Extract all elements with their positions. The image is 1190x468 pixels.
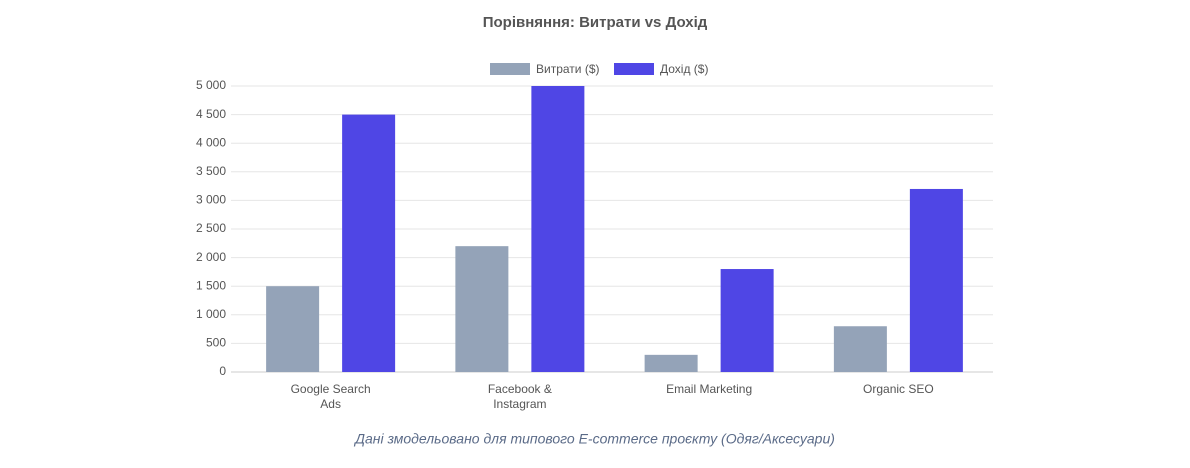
legend-label: Дохід ($) (660, 62, 708, 76)
bar (720, 269, 774, 372)
x-tick-label: Instagram (493, 397, 546, 411)
footnote: Дані змодельовано для типового E-commerc… (353, 431, 835, 447)
bar (455, 246, 509, 372)
legend-label: Витрати ($) (536, 62, 600, 76)
x-tick-label: Ads (320, 397, 341, 411)
x-tick-label: Facebook & (488, 382, 552, 396)
y-tick-label: 2 500 (196, 221, 226, 235)
bar (833, 326, 887, 372)
x-tick-label: Organic SEO (863, 382, 934, 396)
y-tick-label: 3 500 (196, 164, 226, 178)
y-tick-label: 1 000 (196, 307, 226, 321)
bar (909, 188, 963, 372)
bar (644, 354, 698, 372)
legend-swatch (614, 63, 654, 75)
y-tick-label: 500 (206, 336, 226, 350)
legend-swatch (490, 63, 530, 75)
y-tick-label: 1 500 (196, 278, 226, 292)
x-tick-label: Email Marketing (666, 382, 752, 396)
x-tick-label: Google Search (291, 382, 371, 396)
y-tick-label: 0 (219, 364, 226, 378)
y-tick-label: 4 000 (196, 135, 226, 149)
bar (342, 114, 396, 372)
y-tick-label: 5 000 (196, 78, 226, 92)
bar (266, 286, 320, 372)
chart-title: Порівняння: Витрати vs Дохід (483, 14, 708, 31)
bar (531, 86, 585, 372)
y-tick-label: 4 500 (196, 107, 226, 121)
y-tick-label: 2 000 (196, 250, 226, 264)
y-tick-label: 3 000 (196, 193, 226, 207)
